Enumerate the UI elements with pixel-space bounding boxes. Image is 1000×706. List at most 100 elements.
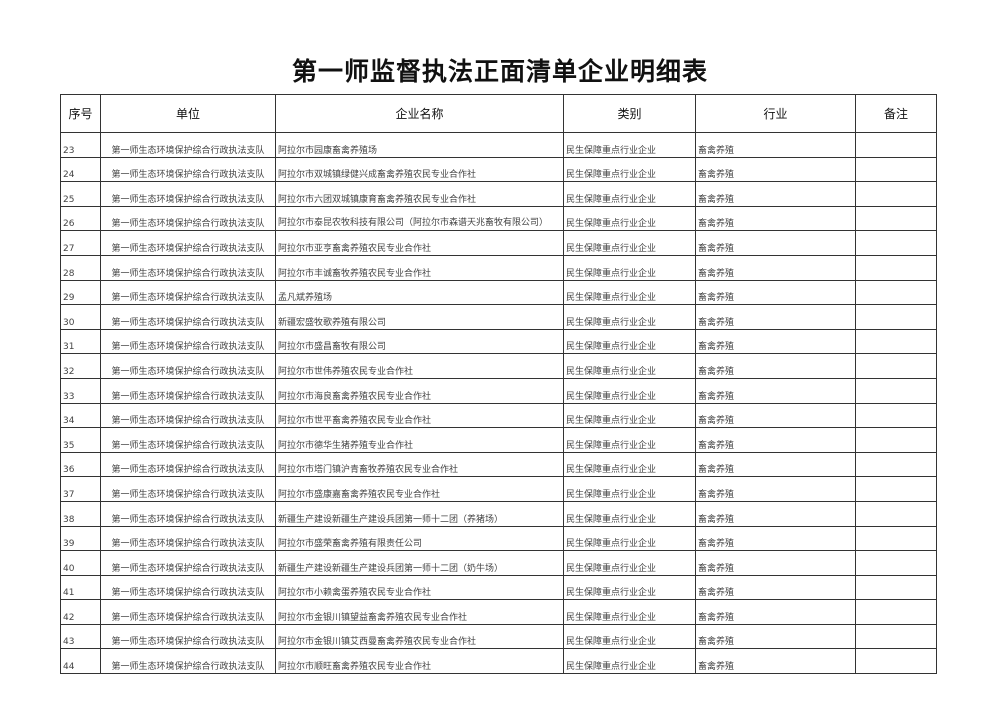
cell-enterprise-name: 新疆宏盛牧歌养殖有限公司 — [275, 304, 564, 330]
table-row: 23 第一师生态环境保护综合行政执法支队 阿拉尔市园康畜禽养殖场 民生保障重点行业企业… — [60, 132, 937, 158]
cell-enterprise-name: 阿拉尔市德华生猪养殖专业合作社 — [275, 427, 564, 453]
header-note: 备注 — [855, 94, 937, 133]
cell-unit: 第一师生态环境保护综合行政执法支队 — [100, 181, 276, 207]
cell-unit: 第一师生态环境保护综合行政执法支队 — [100, 304, 276, 330]
cell-no: 37 — [60, 476, 101, 502]
table-row: 30 第一师生态环境保护综合行政执法支队 新疆宏盛牧歌养殖有限公司 民生保障重点行业企… — [60, 304, 937, 330]
table-row: 32 第一师生态环境保护综合行政执法支队 阿拉尔市世伟养殖农民专业合作社 民生保障重点… — [60, 353, 937, 379]
cell-note — [855, 500, 937, 527]
cell-unit: 第一师生态环境保护综合行政执法支队 — [100, 623, 276, 650]
table-row: 44 第一师生态环境保护综合行政执法支队 阿拉尔市顺旺畜禽养殖农民专业合作社 民生保障… — [60, 648, 937, 675]
table-row: 43 第一师生态环境保护综合行政执法支队 阿拉尔市金银川镇艾西曼畜禽养殖农民专业合作… — [60, 623, 937, 650]
cell-category: 民生保障重点行业企业 — [563, 427, 696, 453]
cell-unit: 第一师生态环境保护综合行政执法支队 — [100, 451, 276, 478]
cell-category: 民生保障重点行业企业 — [563, 279, 696, 306]
cell-note — [855, 279, 937, 306]
cell-unit: 第一师生态环境保护综合行政执法支队 — [100, 328, 276, 355]
header-industry: 行业 — [695, 94, 856, 133]
cell-note — [855, 254, 937, 281]
header-category: 类别 — [563, 94, 696, 133]
cell-category: 民生保障重点行业企业 — [563, 623, 696, 650]
cell-category: 民生保障重点行业企业 — [563, 304, 696, 330]
enterprise-table: 序号 单位 企业名称 类别 行业 备注 23 第一师生态环境保护综合行政执法支队阿… — [60, 94, 937, 675]
cell-industry: 畜禽养殖 — [695, 402, 856, 429]
cell-enterprise-name: 阿拉尔市盛昌畜牧有限公司 — [275, 328, 564, 355]
cell-no: 38 — [60, 500, 101, 527]
cell-enterprise-name: 阿拉尔市亚亨畜禽养殖农民专业合作社 — [275, 230, 564, 256]
table-row: 41 第一师生态环境保护综合行政执法支队 阿拉尔市小赖禽蛋养殖农民专业合作社 民生保障… — [60, 574, 937, 601]
cell-industry: 畜禽养殖 — [695, 623, 856, 650]
header-unit: 单位 — [100, 94, 276, 133]
cell-enterprise-name: 阿拉尔市金银川镇艾西曼畜禽养殖农民专业合作社 — [275, 623, 564, 650]
table-row: 29 第一师生态环境保护综合行政执法支队 孟凡斌养殖场 民生保障重点行业企业 畜禽养殖 — [60, 279, 937, 306]
table-row: 28 第一师生态环境保护综合行政执法支队 阿拉尔市丰诚畜牧养殖农民专业合作社 民生保障… — [60, 254, 937, 281]
cell-unit: 第一师生态环境保护综合行政执法支队 — [100, 550, 276, 576]
cell-unit: 第一师生态环境保护综合行政执法支队 — [100, 353, 276, 379]
cell-category: 民生保障重点行业企业 — [563, 205, 696, 232]
cell-note — [855, 525, 937, 552]
cell-category: 民生保障重点行业企业 — [563, 181, 696, 207]
cell-enterprise-name: 阿拉尔市世伟养殖农民专业合作社 — [275, 353, 564, 379]
cell-industry: 畜禽养殖 — [695, 328, 856, 355]
cell-category: 民生保障重点行业企业 — [563, 353, 696, 379]
cell-enterprise-name: 阿拉尔市世平畜禽养殖农民专业合作社 — [275, 402, 564, 429]
table-row: 33 第一师生态环境保护综合行政执法支队 阿拉尔市海良畜禽养殖农民专业合作社 民生保障… — [60, 377, 937, 404]
cell-unit: 第一师生态环境保护综合行政执法支队 — [100, 156, 276, 183]
cell-note — [855, 550, 937, 576]
cell-industry: 畜禽养殖 — [695, 156, 856, 183]
cell-category: 民生保障重点行业企业 — [563, 525, 696, 552]
cell-no: 43 — [60, 623, 101, 650]
cell-enterprise-name: 阿拉尔市顺旺畜禽养殖农民专业合作社 — [275, 648, 564, 675]
cell-note — [855, 623, 937, 650]
cell-unit: 第一师生态环境保护综合行政执法支队 — [100, 599, 276, 625]
cell-no: 32 — [60, 353, 101, 379]
cell-industry: 畜禽养殖 — [695, 205, 856, 232]
cell-note — [855, 402, 937, 429]
cell-no: 23 — [60, 132, 101, 158]
cell-enterprise-name: 阿拉尔市泰昆农牧科技有限公司（阿拉尔市森谱天兆畜牧有限公司） — [275, 205, 564, 232]
cell-note — [855, 427, 937, 453]
cell-enterprise-name: 阿拉尔市盛康嘉畜禽养殖农民专业合作社 — [275, 476, 564, 502]
cell-enterprise-name: 孟凡斌养殖场 — [275, 279, 564, 306]
cell-industry: 畜禽养殖 — [695, 132, 856, 158]
table-row: 34 第一师生态环境保护综合行政执法支队 阿拉尔市世平畜禽养殖农民专业合作社 民生保障… — [60, 402, 937, 429]
cell-no: 34 — [60, 402, 101, 429]
cell-enterprise-name: 新疆生产建设新疆生产建设兵团第一师十二团（养猪场） — [275, 500, 564, 527]
cell-note — [855, 648, 937, 675]
cell-industry: 畜禽养殖 — [695, 279, 856, 306]
cell-note — [855, 574, 937, 601]
cell-enterprise-name: 阿拉尔市盛荣畜禽养殖有限责任公司 — [275, 525, 564, 552]
cell-note — [855, 304, 937, 330]
cell-note — [855, 599, 937, 625]
table-row: 35 第一师生态环境保护综合行政执法支队 阿拉尔市德华生猪养殖专业合作社 民生保障重点… — [60, 427, 937, 453]
cell-unit: 第一师生态环境保护综合行政执法支队 — [100, 205, 276, 232]
cell-no: 26 — [60, 205, 101, 232]
cell-category: 民生保障重点行业企业 — [563, 328, 696, 355]
cell-enterprise-name: 阿拉尔市六团双城镇康育畜禽养殖农民专业合作社 — [275, 181, 564, 207]
cell-category: 民生保障重点行业企业 — [563, 402, 696, 429]
cell-category: 民生保障重点行业企业 — [563, 476, 696, 502]
table-row: 36 第一师生态环境保护综合行政执法支队 阿拉尔市塔门镇沪青畜牧养殖农民专业合作社民… — [60, 451, 937, 478]
cell-industry: 畜禽养殖 — [695, 427, 856, 453]
cell-unit: 第一师生态环境保护综合行政执法支队 — [100, 279, 276, 306]
cell-unit: 第一师生态环境保护综合行政执法支队 — [100, 254, 276, 281]
cell-category: 民生保障重点行业企业 — [563, 156, 696, 183]
cell-category: 民生保障重点行业企业 — [563, 648, 696, 675]
cell-no: 30 — [60, 304, 101, 330]
cell-no: 25 — [60, 181, 101, 207]
cell-no: 42 — [60, 599, 101, 625]
cell-industry: 畜禽养殖 — [695, 254, 856, 281]
document-title: 第一师监督执法正面清单企业明细表 — [291, 57, 708, 86]
cell-enterprise-name: 阿拉尔市双城镇绿健兴成畜禽养殖农民专业合作社 — [275, 156, 564, 183]
cell-no: 28 — [60, 254, 101, 281]
cell-industry: 畜禽养殖 — [695, 500, 856, 527]
cell-unit: 第一师生态环境保护综合行政执法支队 — [100, 132, 276, 158]
cell-enterprise-name: 新疆生产建设新疆生产建设兵团第一师十二团（奶牛场） — [275, 550, 564, 576]
cell-industry: 畜禽养殖 — [695, 550, 856, 576]
cell-no: 41 — [60, 574, 101, 601]
table-row: 26 第一师生态环境保护综合行政执法支队 阿拉尔市泰昆农牧科技有限公司（阿拉尔市森谱… — [60, 205, 937, 232]
cell-no: 36 — [60, 451, 101, 478]
header-no: 序号 — [60, 94, 101, 133]
table-header: 序号 单位 企业名称 类别 行业 备注 — [60, 94, 937, 133]
cell-enterprise-name: 阿拉尔市金银川镇望益畜禽养殖农民专业合作社 — [275, 599, 564, 625]
